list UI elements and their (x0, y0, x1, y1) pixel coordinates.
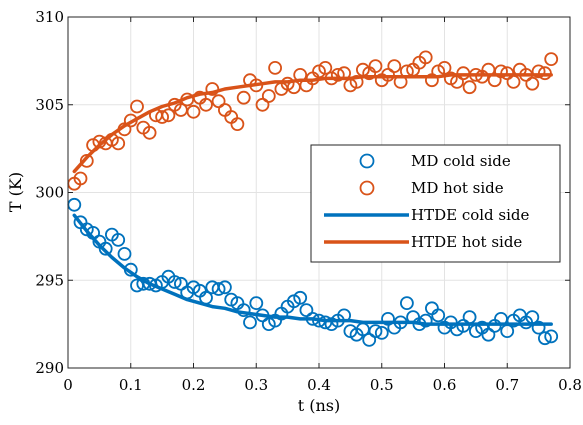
series-markers-0 (67, 197, 559, 347)
data-point (387, 59, 402, 73)
legend: MD cold side MD hot side HTDE cold side HTD… (310, 144, 561, 263)
data-point (167, 275, 182, 289)
axis-ticks: 0 0.1 0.2 0.3 0.4 0.5 0.6 0.7 0.8 290 295 300 305 310 (35, 8, 582, 394)
x-tick-label: 0.5 (370, 376, 394, 394)
data-point (230, 117, 245, 131)
data-point (186, 104, 201, 119)
legend-label: HTDE hot side (411, 233, 522, 251)
data-point (243, 315, 257, 330)
legend-marker-swatch (359, 153, 375, 169)
data-point (368, 324, 383, 339)
data-point (155, 110, 170, 124)
x-tick-label: 0.8 (558, 376, 582, 394)
series-line-2 (72, 213, 553, 326)
x-axis-label: t (ns) (298, 396, 341, 415)
data-point (79, 153, 94, 168)
data-point (199, 97, 213, 112)
legend-label: MD hot side (411, 179, 504, 197)
plot-area (67, 50, 559, 347)
data-point (531, 64, 546, 79)
x-tick-label: 0.2 (182, 376, 206, 394)
data-point (330, 68, 345, 82)
x-tick-label: 0.6 (433, 376, 457, 394)
data-point (211, 282, 226, 296)
data-point (261, 89, 276, 103)
data-point (374, 325, 389, 340)
data-point (318, 61, 333, 75)
legend-label: HTDE cold side (411, 206, 530, 224)
legend-marker-swatch (359, 180, 375, 196)
data-point (98, 241, 113, 256)
data-point (130, 99, 144, 114)
data-point (437, 61, 452, 75)
data-point (236, 90, 251, 105)
data-point (249, 296, 264, 311)
data-point (73, 171, 88, 186)
y-tick-label: 295 (35, 271, 64, 289)
y-tick-label: 290 (35, 359, 64, 377)
series-markers-1 (67, 50, 559, 191)
x-tick-label: 0.7 (495, 376, 519, 394)
data-point (268, 61, 283, 75)
data-point (161, 108, 176, 123)
data-point (293, 290, 308, 305)
data-point (544, 329, 559, 344)
y-axis-label: T (K) (6, 172, 25, 212)
data-point (368, 59, 383, 73)
data-point (431, 308, 446, 323)
data-point (111, 232, 126, 247)
data-point (538, 331, 552, 346)
data-point (142, 125, 157, 140)
y-tick-label: 310 (35, 8, 64, 26)
data-point (531, 320, 546, 335)
fit-curve (72, 73, 553, 174)
x-tick-label: 0.3 (244, 376, 268, 394)
data-point (111, 136, 126, 151)
y-tick-label: 300 (35, 184, 64, 202)
x-tick-label: 0.1 (119, 376, 143, 394)
series-line-3 (72, 73, 553, 174)
data-point (544, 52, 559, 66)
data-point (399, 296, 414, 311)
data-point (418, 313, 433, 328)
data-point (205, 82, 220, 96)
x-tick-label: 0.4 (307, 376, 331, 394)
y-tick-label: 305 (35, 96, 64, 114)
data-point (217, 280, 232, 295)
fit-curve (72, 213, 553, 326)
data-point (117, 246, 132, 261)
data-point (462, 80, 477, 95)
data-point (525, 76, 540, 91)
data-point (494, 64, 508, 79)
data-point (418, 50, 433, 65)
x-tick-label: 0 (63, 376, 73, 394)
legend-label: MD cold side (411, 152, 511, 170)
